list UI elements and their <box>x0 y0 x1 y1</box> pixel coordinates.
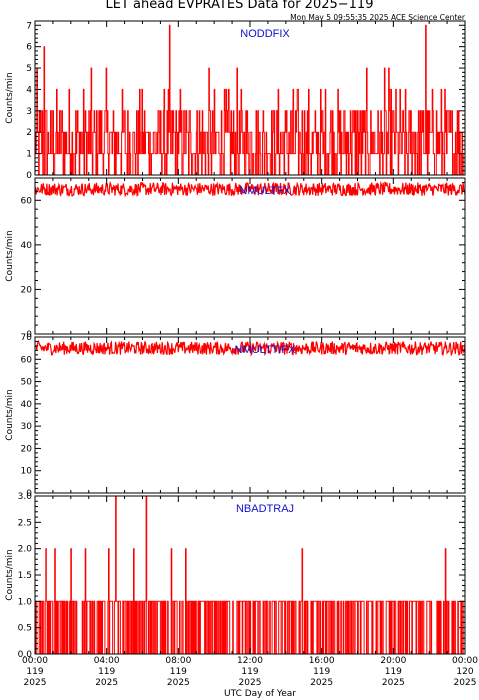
y-tick-label: 7 <box>26 21 32 31</box>
x-tick-label-year: 2025 <box>382 678 405 688</box>
x-tick-label-year: 2025 <box>167 678 190 688</box>
y-tick-label: 20 <box>21 285 33 295</box>
y-tick-label: 20 <box>21 444 33 454</box>
panel-label-nmultfx: NMULTFX <box>239 185 291 197</box>
x-tick-label-day: 119 <box>385 667 402 677</box>
x-tick-label-year: 2025 <box>24 678 47 688</box>
y-tick-label: 3.0 <box>18 492 33 502</box>
x-tick-label-time: 12:00 <box>237 656 263 666</box>
chart-title: LET ahead EVPRATES Data for 2025−119 <box>105 0 374 12</box>
y-axis-label: Counts/min <box>5 549 15 600</box>
x-tick-label-time: 16:00 <box>309 656 335 666</box>
x-tick-label-day: 119 <box>170 667 187 677</box>
panel-frame <box>34 336 466 494</box>
y-axis-label: Counts/min <box>5 389 15 440</box>
y-tick-label: 40 <box>21 400 33 410</box>
y-tick-label: 1 <box>26 150 32 160</box>
x-tick-label-year: 2025 <box>454 678 477 688</box>
panel-label-nmulttifx: NMULTTIFX <box>235 344 297 356</box>
x-tick-label-year: 2025 <box>95 678 118 688</box>
series-line-noddfix <box>35 24 466 176</box>
y-tick-label: 0 <box>26 489 32 499</box>
y-tick-label: 60 <box>21 196 33 206</box>
y-tick-label: 2.0 <box>18 545 33 555</box>
y-tick-label: 2 <box>26 128 32 138</box>
x-tick-label-day: 119 <box>98 667 115 677</box>
generation-timestamp: Mon May 5 09:55:35 2025 ACE Science Cent… <box>290 13 465 22</box>
y-tick-label: 10 <box>21 467 33 477</box>
y-axis-label: Counts/min <box>5 230 15 281</box>
x-tick-label-year: 2025 <box>239 678 262 688</box>
y-tick-label: 1.0 <box>18 597 33 607</box>
y-tick-label: 0 <box>26 330 32 340</box>
y-tick-label: 70 <box>21 333 33 343</box>
x-tick-label-day: 120 <box>456 667 473 677</box>
panel-label-noddfix: NODDFIX <box>240 28 290 40</box>
y-tick-label: 30 <box>21 422 33 432</box>
x-tick-label-time: 08:00 <box>165 656 191 666</box>
panel-frame <box>34 177 466 335</box>
y-tick-label: 0.0 <box>18 650 33 660</box>
series-line-nmultfx <box>34 180 466 198</box>
x-tick-label-time: 20:00 <box>380 656 406 666</box>
y-tick-label: 60 <box>21 355 33 365</box>
y-tick-label: 50 <box>21 378 33 388</box>
x-tick-label-time: 00:00 <box>452 656 478 666</box>
series-line-nbadtraj <box>35 495 465 655</box>
y-tick-label: 0.5 <box>18 624 32 634</box>
x-tick-label-day: 119 <box>241 667 258 677</box>
y-axis-label: Counts/min <box>5 72 15 123</box>
x-tick-label-year: 2025 <box>310 678 333 688</box>
x-tick-label-day: 119 <box>26 667 43 677</box>
x-axis-label: UTC Day of Year <box>224 689 296 699</box>
y-tick-label: 0 <box>26 171 32 181</box>
panel-label-nbadtraj: NBADTRAJ <box>236 503 294 515</box>
y-tick-label: 6 <box>26 43 32 53</box>
x-tick-label-time: 04:00 <box>94 656 120 666</box>
y-tick-label: 5 <box>26 64 32 74</box>
x-tick-label-day: 119 <box>313 667 330 677</box>
y-tick-label: 3 <box>26 107 32 117</box>
y-tick-label: 40 <box>21 241 33 251</box>
y-tick-label: 2.5 <box>18 518 32 528</box>
y-tick-label: 1.5 <box>18 571 32 581</box>
y-tick-label: 4 <box>26 85 32 95</box>
x-tick-label-time: 00:00 <box>22 656 48 666</box>
